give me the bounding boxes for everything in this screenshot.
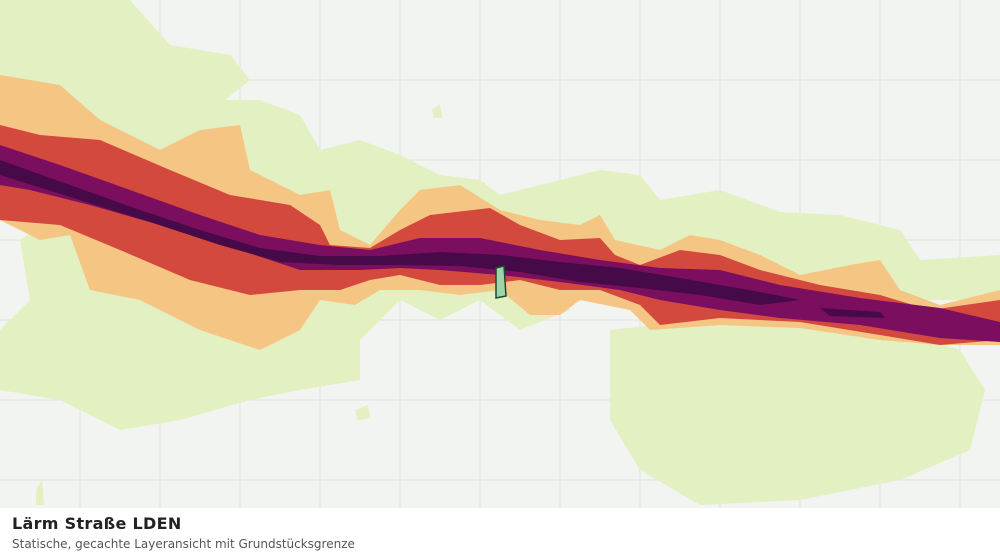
- noise-zone-70: [0, 160, 885, 318]
- noise-map: [0, 0, 1000, 508]
- map-title: Lärm Straße LDEN: [12, 514, 182, 533]
- map-subtitle: Statische, gecachte Layeransicht mit Gru…: [12, 537, 355, 551]
- caption-bar: Lärm Straße LDEN Statische, gecachte Lay…: [0, 508, 1000, 560]
- parcel-boundary: [495, 265, 507, 299]
